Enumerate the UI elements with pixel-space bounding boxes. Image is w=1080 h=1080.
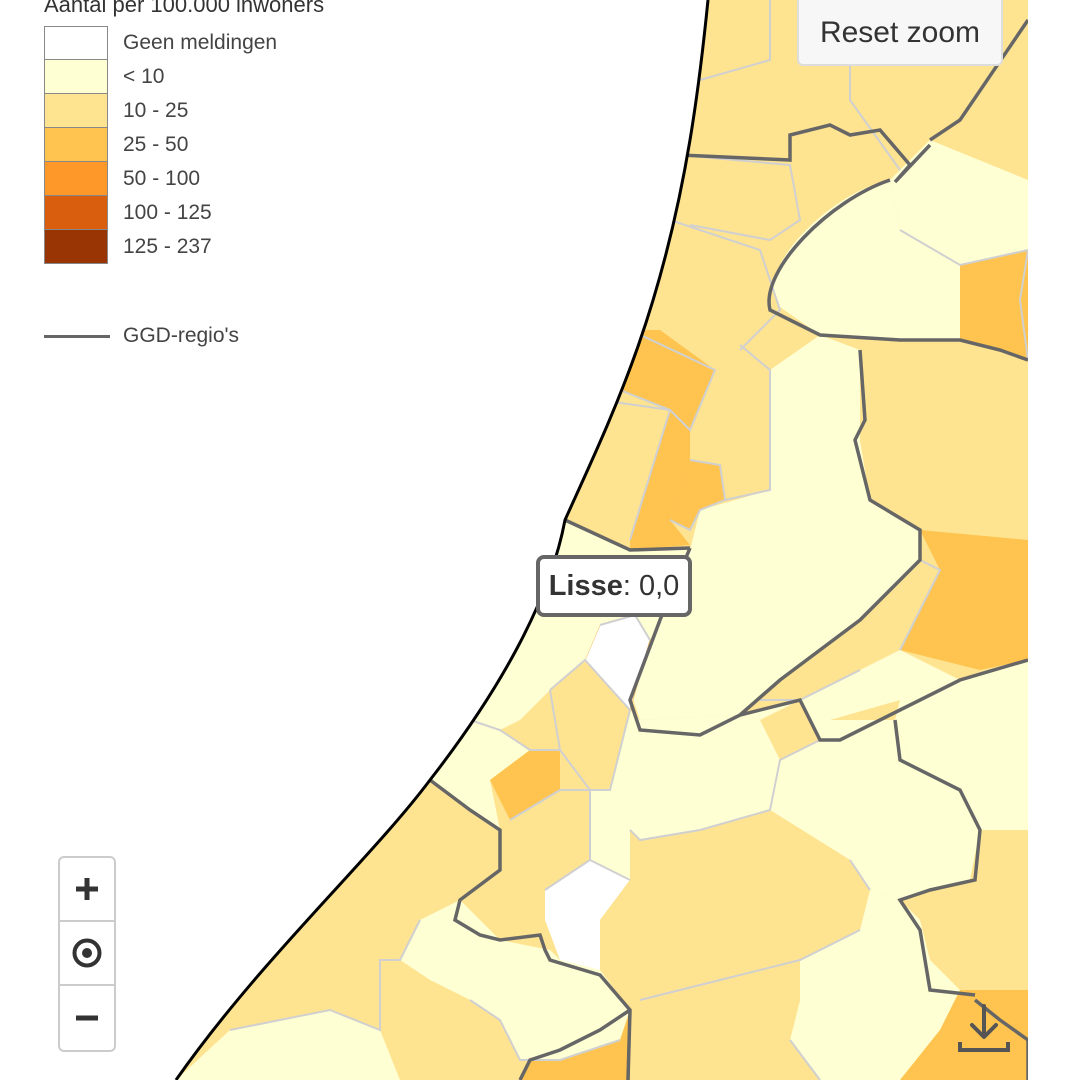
locate-button[interactable] [60,922,114,986]
plus-icon [76,878,98,900]
tooltip-value: : 0,0 [622,569,680,602]
municipality[interactable] [550,660,630,790]
map-edge [1028,0,1080,1080]
legend: Aantal per 100.000 inwoners Geen melding… [44,0,464,348]
municipality[interactable] [670,460,725,530]
legend-swatch [44,94,108,128]
ggd-boundaries [428,19,1028,1080]
legend-swatch [44,162,108,196]
municipality[interactable] [490,750,560,820]
target-icon [72,938,102,968]
tooltip-name: Lisse [548,569,623,602]
municipality[interactable] [610,710,780,840]
municipality[interactable] [680,155,800,240]
legend-swatch [44,60,108,94]
legend-item[interactable]: 25 - 50 [44,128,464,162]
ggd-label: GGD-regio's [123,324,240,347]
municipality[interactable] [400,900,630,1060]
legend-label: 25 - 50 [123,133,189,156]
municipality[interactable] [630,960,820,1080]
zoom-in-button[interactable] [60,858,114,922]
legend-item[interactable]: 100 - 125 [44,196,464,230]
municipality[interactable] [900,530,1028,670]
ggd-line-sample [44,334,110,338]
legend-label: 125 - 237 [123,235,212,258]
municipality[interactable] [900,990,1028,1080]
municipality[interactable] [600,810,870,1000]
municipality[interactable] [900,830,1028,990]
municipality[interactable] [960,250,1028,360]
minus-icon [76,1015,98,1021]
coastline [174,0,710,1080]
municipality[interactable] [690,345,770,500]
zoom-controls [58,856,116,1052]
municipality[interactable] [630,335,920,720]
municipality[interactable] [895,660,1028,830]
municipality[interactable] [860,340,1028,540]
municipality[interactable] [770,180,960,340]
legend-label: < 10 [123,65,165,88]
municipality[interactable] [545,860,630,970]
municipality[interactable] [740,650,960,740]
municipality[interactable] [590,790,630,880]
municipality[interactable] [176,1010,400,1080]
municipality[interactable] [890,140,1028,265]
legend-label: 10 - 25 [123,99,189,122]
legend-swatch [44,26,108,60]
legend-item[interactable]: < 10 [44,60,464,94]
legend-item[interactable]: 125 - 237 [44,230,464,264]
municipality[interactable] [520,1010,630,1080]
legend-item[interactable]: Geen meldingen [44,26,464,60]
zoom-out-button[interactable] [60,986,114,1050]
municipal-borders [229,0,1028,1080]
legend-label: Geen meldingen [123,31,278,54]
municipality[interactable] [380,960,520,1080]
legend-swatch [44,128,108,162]
municipality[interactable] [770,720,980,900]
legend-swatch [44,230,108,264]
legend-label: 100 - 125 [123,201,212,224]
legend-label: 50 - 100 [123,167,201,190]
municipality[interactable] [790,890,960,1080]
download-icon[interactable] [956,1004,1012,1056]
reset-zoom-button[interactable]: Reset zoom [797,0,1003,66]
municipality[interactable] [760,560,940,700]
municipality[interactable] [620,330,715,430]
map-tooltip: Lisse: 0,0 [536,555,692,617]
legend-title: Aantal per 100.000 inwoners [44,0,325,17]
municipality[interactable] [500,790,590,890]
legend-swatch [44,196,108,230]
legend-item[interactable]: 50 - 100 [44,162,464,196]
legend-item[interactable]: 10 - 25 [44,94,464,128]
municipality[interactable] [630,410,690,550]
municipality[interactable] [670,220,780,350]
legend-ggd-boundary: GGD-regio's [44,324,464,348]
legend-classes: Geen meldingen < 10 10 - 25 25 - 50 50 - 100… [44,26,464,264]
